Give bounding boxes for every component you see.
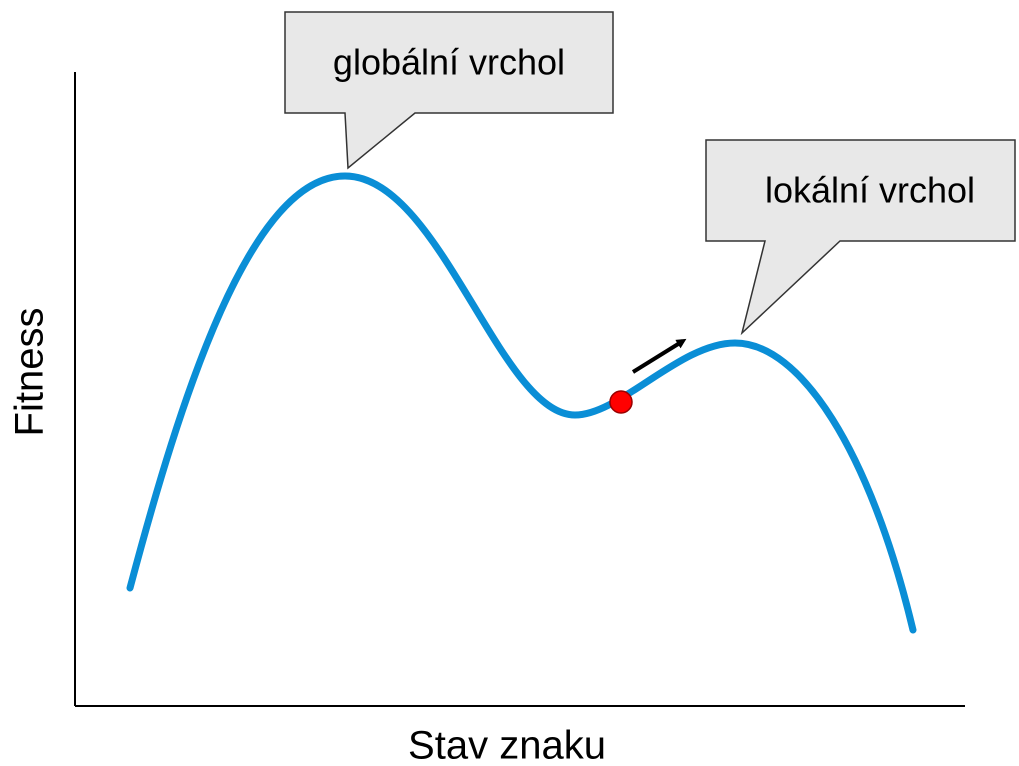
callout-label: globální vrchol xyxy=(333,42,565,83)
current-state xyxy=(609,390,633,414)
y-axis-label: Fitness xyxy=(8,308,52,437)
fitness-curve xyxy=(126,172,917,634)
x-axis-label: Stav znaku xyxy=(408,724,606,766)
callout-local xyxy=(705,139,1016,336)
callout-global xyxy=(284,11,614,170)
callout-label: lokální vrchol xyxy=(765,170,975,211)
direction-arrow xyxy=(631,338,687,374)
